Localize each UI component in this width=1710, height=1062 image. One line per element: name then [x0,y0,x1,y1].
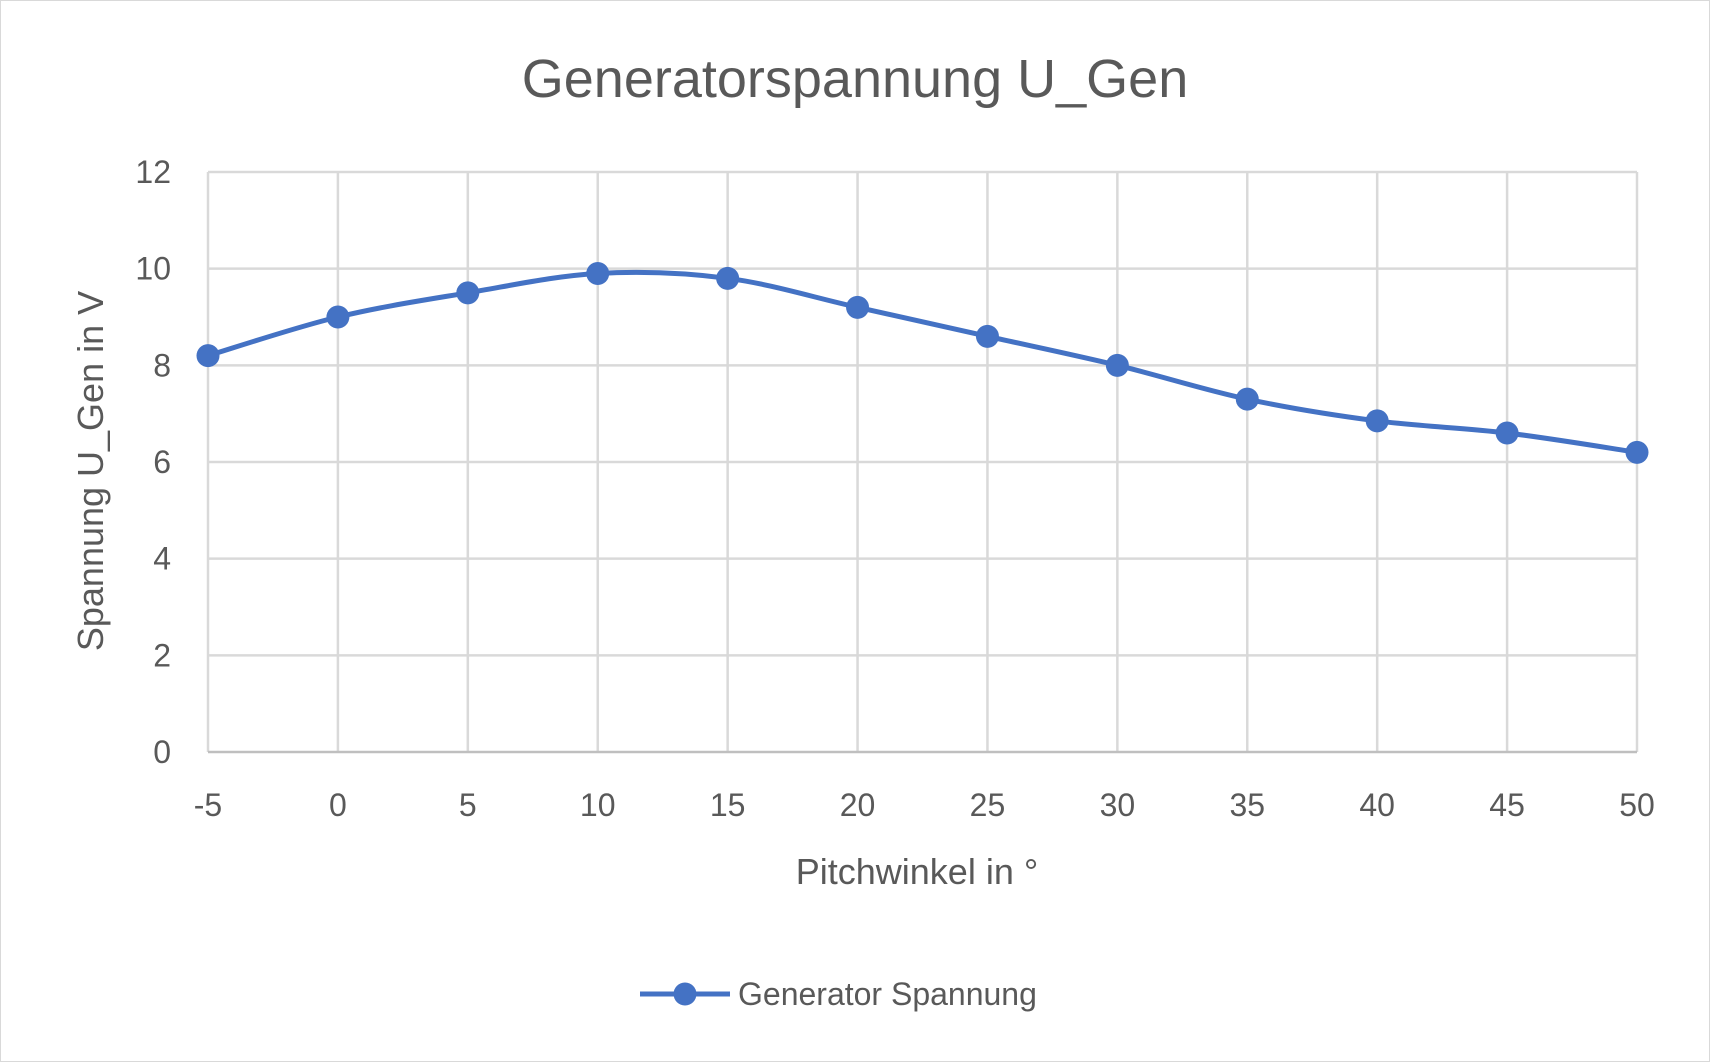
x-tick-label: 30 [1100,787,1136,823]
y-tick-label: 8 [153,347,171,383]
legend: Generator Spannung [640,976,1037,1012]
data-point [456,281,480,305]
y-axis-title: Spannung U_Gen in V [70,291,111,651]
legend-marker-icon [673,982,697,1006]
x-tick-label: 15 [710,787,746,823]
y-tick-label: 6 [153,444,171,480]
x-tick-label: 0 [329,787,347,823]
x-tick-label: 40 [1359,787,1395,823]
grid-lines [206,170,1639,752]
tick-labels: 0 2 4 6 8 10 12 -5 0 5 10 15 20 25 30 35 40 45 50 [135,154,1654,823]
y-tick-label: 12 [135,154,171,190]
x-tick-label: 10 [580,787,616,823]
data-point [1495,421,1519,445]
x-tick-label: 5 [459,787,477,823]
x-tick-label: 25 [970,787,1006,823]
y-tick-label: 4 [153,541,171,577]
x-axis-title: Pitchwinkel in ° [796,851,1039,892]
data-point [1105,353,1129,377]
series-line-0 [205,269,1640,455]
x-tick-label: 20 [840,787,876,823]
y-tick-label: 0 [153,734,171,770]
data-point [1625,440,1649,464]
chart-title: Generatorspannung U_Gen [522,49,1188,109]
x-tick-label: 35 [1229,787,1265,823]
data-point [846,295,870,319]
y-tick-label: 10 [135,251,171,287]
x-tick-label: 50 [1619,787,1655,823]
x-tick-label: -5 [194,787,222,823]
legend-label: Generator Spannung [738,976,1037,1012]
data-point [716,266,740,290]
data-point [326,305,350,329]
data-point [196,344,220,368]
data-point [586,262,610,285]
data-point [1365,409,1389,433]
y-tick-label: 2 [153,637,171,673]
x-tick-label: 45 [1489,787,1525,823]
series-layer [196,262,1649,464]
data-point [975,324,999,348]
data-point [1235,387,1259,411]
